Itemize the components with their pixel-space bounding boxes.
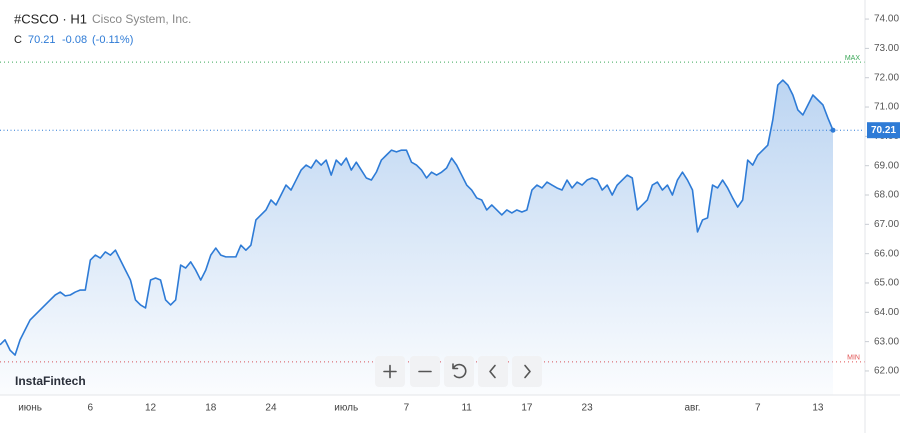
x-tick-label: 13	[812, 403, 824, 414]
y-tick-label: 65.00	[874, 278, 899, 289]
y-tick-label: 72.00	[874, 72, 899, 83]
y-tick-label: 74.00	[874, 14, 899, 25]
scroll-left-button[interactable]	[478, 356, 508, 387]
scroll-right-button[interactable]	[512, 356, 542, 387]
zoom-controls	[375, 356, 542, 387]
close-label: C	[14, 34, 22, 46]
max-line-label: MAX	[845, 55, 861, 62]
y-tick-label: 66.00	[874, 248, 899, 259]
y-tick-label: 71.00	[874, 102, 899, 113]
last-price-label: 70.21	[871, 125, 896, 136]
x-tick-label: 12	[145, 403, 157, 414]
zoom-out-button[interactable]	[410, 356, 440, 387]
y-tick-label: 67.00	[874, 219, 899, 230]
x-tick-label: 7	[755, 403, 761, 414]
symbol: #CSCO · H1	[14, 11, 87, 26]
company: Cisco System, Inc.	[92, 12, 191, 26]
price-line	[0, 79, 834, 356]
y-tick-label: 62.00	[874, 366, 899, 377]
y-tick-label: 68.00	[874, 190, 899, 201]
x-tick-label: июнь	[18, 403, 42, 414]
reset-button[interactable]	[444, 356, 474, 387]
x-tick-label: 24	[265, 403, 277, 414]
min-line-label: MIN	[847, 355, 860, 362]
change-value: -0.08	[62, 34, 87, 46]
last-price-dot	[830, 127, 836, 133]
y-tick-label: 69.00	[874, 160, 899, 171]
zoom-in-button[interactable]	[375, 356, 405, 387]
area-fill	[0, 80, 833, 395]
y-tick-label: 73.00	[874, 43, 899, 54]
x-tick-label: 17	[521, 403, 533, 414]
y-tick-label: 63.00	[874, 336, 899, 347]
x-tick-label: 23	[582, 403, 594, 414]
header: #CSCO · H1 Cisco System, Inc. C 70.21 -0…	[6, 6, 196, 52]
plot-area	[0, 61, 865, 395]
x-tick-label: 6	[88, 403, 94, 414]
change-percent: (-0.11%)	[92, 34, 133, 46]
x-tick-label: 11	[461, 403, 472, 414]
x-tick-label: 18	[205, 403, 217, 414]
last-price-badge	[867, 122, 900, 139]
header-bg	[6, 6, 196, 52]
close-value: 70.21	[28, 34, 56, 46]
x-tick-label: июль	[334, 403, 358, 414]
y-tick-label: 64.00	[874, 307, 899, 318]
watermark: InstaFintech	[15, 374, 86, 388]
x-tick-label: авг.	[684, 403, 700, 414]
x-tick-label: 7	[404, 403, 410, 414]
